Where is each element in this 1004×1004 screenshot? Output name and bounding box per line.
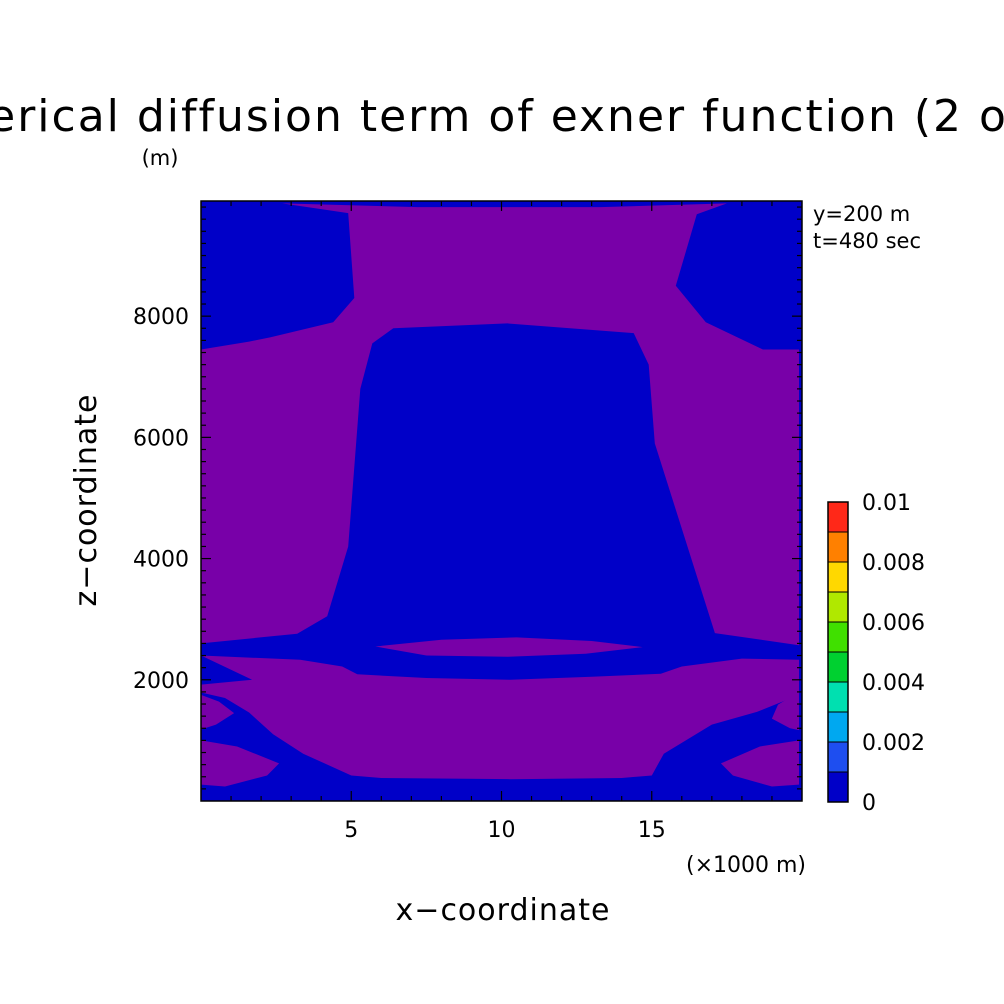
- y-axis-label: z−coordinate: [69, 394, 104, 607]
- colorbar-swatch: [827, 741, 849, 773]
- unit-label: (m): [142, 146, 179, 170]
- colorbar-swatch: [827, 771, 849, 803]
- colorbar-swatch: [827, 501, 849, 533]
- colorbar-frame: [827, 501, 849, 803]
- x-tick-label: 10: [488, 818, 516, 843]
- colorbar-tick-label: 0.002: [862, 731, 925, 756]
- colorbar-swatch: [827, 711, 849, 743]
- contour-region-upper-central-purple: [201, 203, 799, 646]
- colorbar-swatch: [827, 621, 849, 653]
- annotation-t: t=480 sec: [813, 229, 921, 253]
- colorbar-tick-label: 0: [862, 791, 876, 816]
- colorbar-swatch: [827, 531, 849, 563]
- colorbar-swatch: [827, 681, 849, 713]
- y-tick-label: 8000: [133, 305, 189, 330]
- y-tick-label: 2000: [133, 669, 189, 694]
- chart-title: erical diffusion term of exner function …: [0, 91, 1004, 142]
- colorbar-swatch: [827, 561, 849, 593]
- x-tick-label: 15: [638, 818, 666, 843]
- x-axis-ticks: 5 10 15: [230, 201, 773, 843]
- y-tick-label: 6000: [133, 426, 189, 451]
- colorbar-swatch: [827, 591, 849, 623]
- contour-region-right-edge-bulge: [771, 691, 799, 731]
- colorbar-tick-label: 0.006: [862, 611, 925, 636]
- contour-region-left-lower-band: [201, 740, 280, 787]
- colorbar-tick-label: 0.008: [862, 551, 925, 576]
- y-axis-ticks: 2000 4000 6000 8000: [133, 206, 802, 790]
- contour-regions: [201, 203, 799, 787]
- contour-region-right-lower-band: [720, 740, 799, 787]
- annotation-y: y=200 m: [813, 202, 910, 226]
- x-tick-label: 5: [344, 818, 358, 843]
- colorbar-swatch: [827, 651, 849, 683]
- contour-region-thin-band-at-2500m: [375, 637, 643, 657]
- colorbar-tick-label: 0.004: [862, 671, 925, 696]
- x-axis-label: x−coordinate: [396, 893, 611, 928]
- plot-frame: [200, 200, 803, 802]
- y-tick-label: 4000: [133, 548, 189, 573]
- contour-region-middle-purple-band: [201, 655, 799, 780]
- contour-region-left-edge-bulge: [201, 694, 235, 730]
- colorbar: 0 0.002 0.004 0.006 0.008 0.01: [827, 491, 925, 816]
- colorbar-tick-label: 0.01: [862, 491, 911, 516]
- x-axis-unit: (×1000 m): [686, 853, 806, 878]
